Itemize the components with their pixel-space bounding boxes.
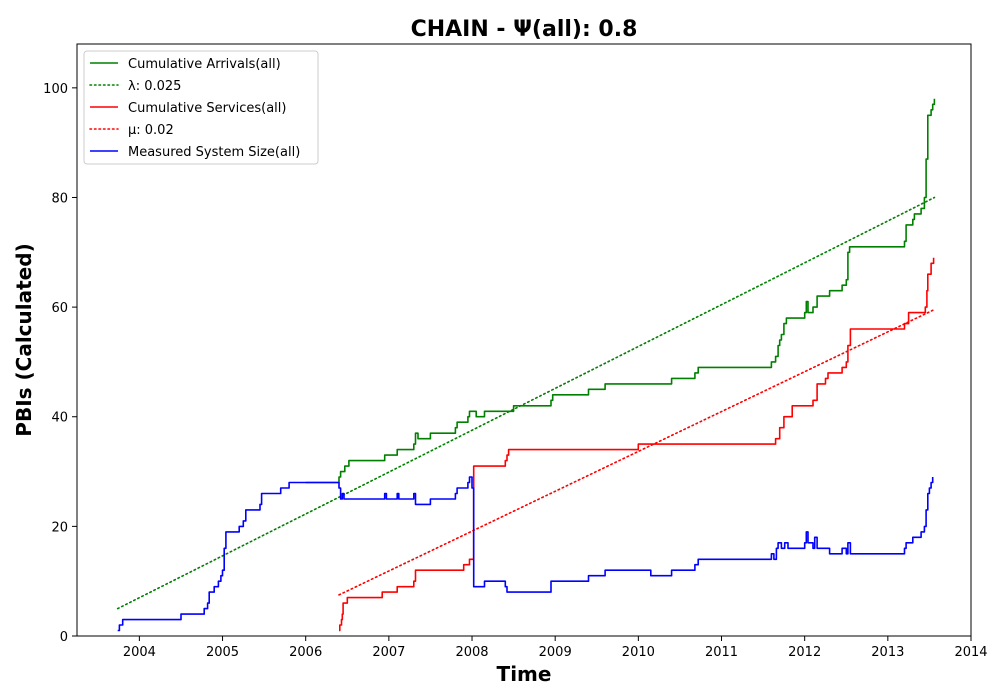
series-line-3: [338, 309, 935, 596]
x-tick-label: 2004: [123, 645, 156, 660]
legend-entry-0: Cumulative Arrivals(all): [128, 57, 281, 72]
y-axis-label: PBIs (Calculated): [12, 243, 36, 436]
legend-entry-3: μ: 0.02: [128, 123, 174, 138]
series-line-0: [305, 98, 936, 484]
y-axis-ticks: 0 20 40 60 80 100: [43, 82, 77, 645]
x-tick-label: 2013: [871, 645, 904, 660]
y-tick-label: 60: [51, 301, 68, 316]
y-tick-label: 100: [43, 82, 68, 97]
legend-box: [83, 50, 319, 165]
legend-entry-1: λ: 0.025: [128, 79, 181, 94]
series-line-2: [339, 257, 935, 632]
legend: Cumulative Arrivals(all) λ: 0.025 Cumulati…: [83, 50, 319, 165]
legend-entry-4: Measured System Size(all): [128, 145, 300, 160]
series-line-1: [116, 196, 936, 610]
chart-title: CHAIN - Ψ(all): 0.8: [411, 17, 638, 42]
series-line-4: [117, 476, 934, 632]
y-tick-label: 20: [51, 520, 68, 535]
x-axis-ticks: 2004 2005 2006 2007 2008 2009 2010 2011 2012 2013…: [123, 636, 988, 660]
y-tick-label: 0: [60, 630, 68, 645]
x-tick-label: 2008: [455, 645, 488, 660]
y-tick-label: 40: [51, 411, 68, 426]
x-tick-label: 2011: [705, 645, 738, 660]
x-tick-label: 2010: [622, 645, 655, 660]
x-tick-label: 2009: [539, 645, 572, 660]
x-tick-label: 2005: [206, 645, 239, 660]
x-tick-label: 2006: [289, 645, 322, 660]
y-tick-label: 80: [51, 191, 68, 206]
x-tick-label: 2007: [372, 645, 405, 660]
legend-entry-2: Cumulative Services(all): [128, 101, 286, 116]
x-axis-label: Time: [497, 662, 552, 686]
x-tick-label: 2014: [954, 645, 987, 660]
series-layer: [116, 98, 936, 632]
x-tick-label: 2012: [788, 645, 821, 660]
